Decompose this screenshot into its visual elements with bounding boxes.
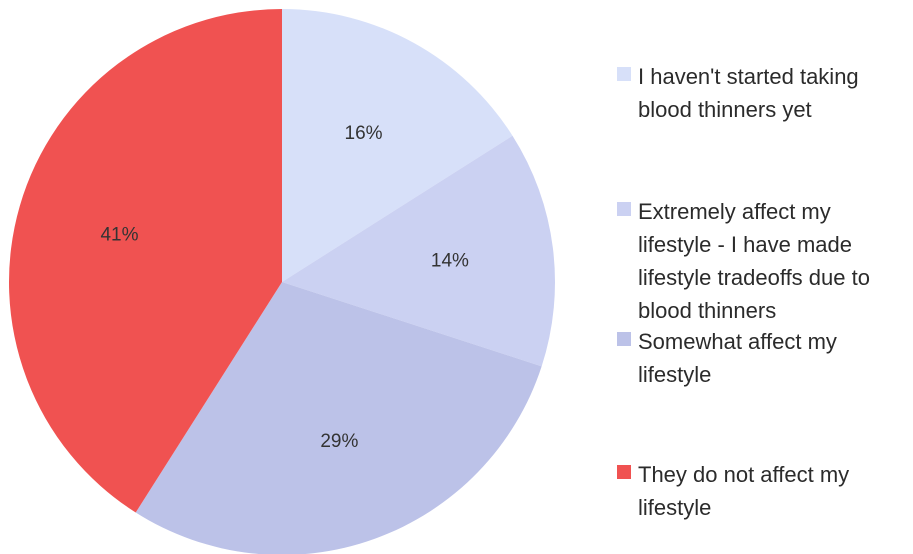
pie-slice-0 — [282, 9, 513, 282]
legend-swatch — [617, 465, 631, 479]
slice-value-label-1: 14% — [431, 250, 469, 271]
legend-item-somewhat-affect: Somewhat affect my lifestyle — [617, 325, 906, 391]
slice-value-label-2: 29% — [320, 431, 358, 452]
pie-slices — [9, 9, 556, 554]
legend-label: Extremely affect my lifestyle - I have m… — [638, 199, 870, 323]
legend-label: I haven't started taking blood thinners … — [638, 64, 859, 122]
legend-label: They do not affect my lifestyle — [638, 462, 850, 520]
legend-item-extremely-affect: Extremely affect my lifestyle - I have m… — [617, 195, 906, 327]
slice-value-label-0: 16% — [345, 123, 383, 144]
pie-slice-3 — [9, 9, 282, 513]
legend-swatch — [617, 332, 631, 346]
pie-slice-1 — [282, 135, 556, 367]
slice-value-label-3: 41% — [100, 224, 138, 245]
legend-item-no-affect: They do not affect my lifestyle — [617, 458, 906, 524]
pie-slice-labels: 16% 14% 29% 41% — [100, 123, 469, 452]
legend-item-not-started: I haven't started taking blood thinners … — [617, 60, 906, 126]
legend-swatch — [617, 67, 631, 81]
legend-label: Somewhat affect my lifestyle — [638, 329, 837, 387]
pie-slice-2 — [135, 282, 542, 554]
legend-swatch — [617, 202, 631, 216]
